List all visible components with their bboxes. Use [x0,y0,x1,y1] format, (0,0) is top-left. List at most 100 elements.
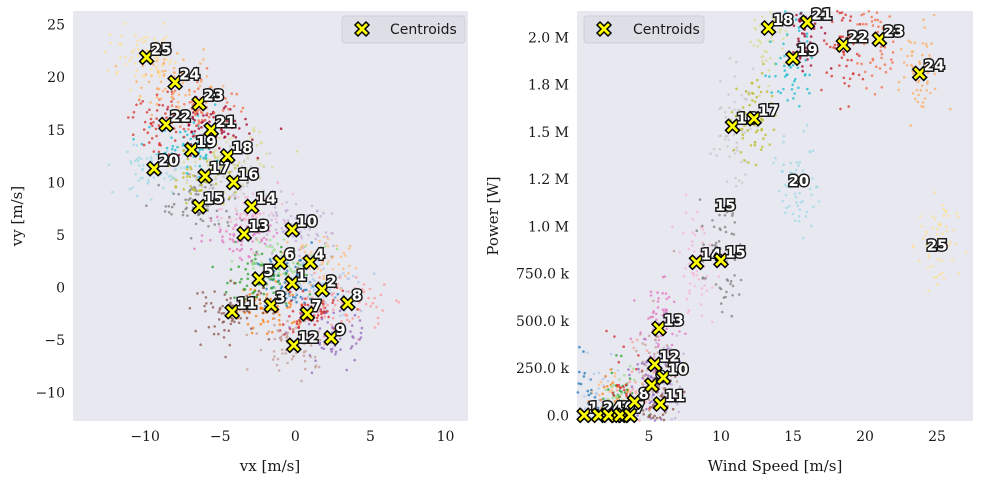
scatter-point [301,289,305,293]
scatter-point [747,161,750,164]
scatter-point [939,239,942,242]
scatter-point [206,206,210,209]
scatter-point [957,215,960,219]
scatter-point [644,391,647,395]
scatter-point [927,289,930,293]
scatter-point [798,161,802,164]
scatter-point [205,160,209,163]
scatter-point [152,121,155,124]
scatter-point [322,302,325,306]
scatter-point [291,246,295,250]
scatter-point [797,29,801,32]
scatter-point [645,407,648,411]
scatter-point [187,124,191,127]
scatter-point [797,164,800,167]
scatter-point [309,355,313,359]
scatter-point [629,337,633,341]
scatter-point [684,332,687,336]
left-scatter-panel: 1 234567891011121314151617181920212223242… [8,11,468,475]
scatter-point [794,168,798,172]
scatter-point [228,343,232,347]
scatter-point [933,276,936,279]
scatter-point [222,130,226,133]
scatter-point [335,244,339,247]
scatter-point [282,272,285,276]
scatter-point [774,74,777,78]
scatter-point [249,260,253,263]
scatter-point [217,318,221,321]
scatter-point [622,345,625,349]
scatter-point [148,141,151,144]
scatter-point [609,405,613,409]
scatter-point [280,227,284,230]
scatter-point [314,366,317,369]
scatter-point [941,272,944,275]
scatter-point [583,407,587,410]
scatter-point [723,111,727,114]
scatter-point [266,332,269,336]
scatter-point [197,193,200,196]
scatter-point [765,59,768,62]
scatter-point [262,212,265,215]
y-tick-label: 0.0 [547,408,569,424]
scatter-point [682,275,686,278]
scatter-point [232,226,235,230]
scatter-point [871,24,875,27]
scatter-point [949,240,952,244]
scatter-point [221,240,225,244]
scatter-point [301,297,304,301]
scatter-point [700,314,704,317]
scatter-point [794,175,797,179]
scatter-point [277,271,281,275]
scatter-point [247,217,251,221]
centroid-marker [712,252,730,269]
scatter-point [947,214,950,218]
scatter-point [188,117,191,121]
scatter-point [665,344,669,347]
scatter-point [922,237,925,240]
scatter-point [211,265,214,269]
scatter-point [796,43,799,46]
scatter-point [629,390,633,394]
scatter-point [848,19,852,22]
scatter-point [301,337,305,341]
scatter-point [638,419,641,422]
scatter-point [200,126,203,129]
scatter-point [268,229,271,233]
scatter-point [240,277,243,281]
scatter-point [806,87,809,91]
scatter-point [246,195,249,199]
scatter-point [217,219,220,222]
scatter-point [670,383,674,386]
scatter-point [732,233,736,236]
scatter-point [186,121,190,124]
scatter-point [313,279,317,283]
scatter-point [829,67,833,70]
scatter-point [369,304,373,308]
scatter-point [337,263,341,266]
scatter-point [225,209,228,213]
scatter-point [912,244,915,247]
scatter-point [349,347,353,350]
scatter-point [625,392,628,396]
scatter-point [154,55,158,59]
scatter-point [805,123,809,127]
scatter-point [678,385,682,389]
scatter-point [242,310,245,313]
scatter-point [252,126,255,130]
scatter-point [811,149,815,153]
scatter-point [777,90,780,93]
scatter-point [197,184,201,187]
scatter-point [174,167,178,171]
scatter-point [206,112,209,115]
scatter-point [271,192,275,196]
scatter-point [604,374,607,378]
scatter-point [777,189,781,193]
scatter-point [810,56,813,60]
scatter-point [759,90,763,94]
scatter-point [188,93,191,96]
scatter-point [284,302,288,305]
scatter-point [246,262,249,265]
scatter-point [282,238,286,241]
